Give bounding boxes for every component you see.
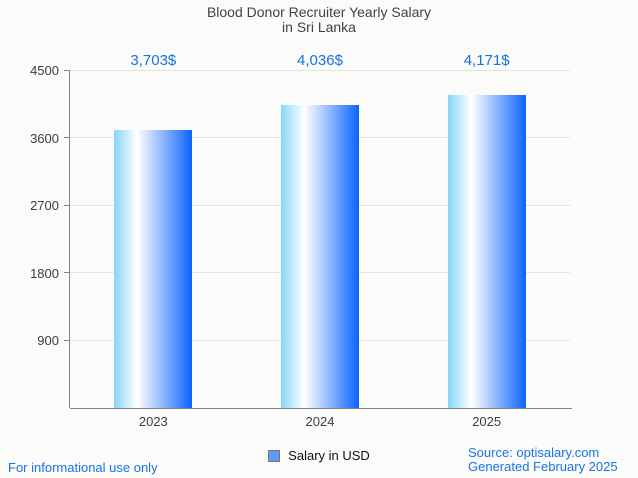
chart-title-line1: Blood Donor Recruiter Yearly Salary — [206, 4, 432, 20]
y-axis-line — [69, 70, 70, 408]
footer-source-block: Source: optisalary.com Generated Februar… — [468, 446, 618, 474]
y-axis-tick — [64, 69, 70, 71]
generated-date: Generated February 2025 — [468, 459, 618, 474]
bar[interactable] — [281, 104, 359, 408]
y-axis-label: 3600 — [30, 130, 59, 146]
bar-value-label: 4,171$ — [463, 52, 510, 69]
y-axis-tick — [64, 339, 70, 341]
y-axis-label: 2700 — [30, 198, 59, 214]
gridline — [70, 69, 570, 71]
disclaimer-text: For informational use only — [8, 460, 158, 475]
y-axis-label: 1800 — [30, 265, 59, 281]
x-axis-label: 2025 — [472, 414, 502, 429]
chart-title: Blood Donor Recruiter Yearly Salary in S… — [0, 5, 638, 34]
chart-title-line2: in Sri Lanka — [282, 18, 356, 35]
y-axis-label: 4500 — [30, 63, 59, 78]
y-axis-tick — [64, 204, 70, 206]
y-axis-tick — [64, 137, 70, 139]
bar-value-label: 4,036$ — [297, 52, 343, 69]
x-axis-label: 2023 — [138, 414, 168, 429]
legend-label: Salary in USD — [288, 448, 370, 463]
legend-swatch-icon — [268, 449, 281, 462]
y-axis-tick — [64, 272, 70, 274]
bar[interactable] — [447, 94, 526, 408]
bar-value-label: 3,703$ — [130, 52, 177, 69]
source-link[interactable]: Source: optisalary.com — [468, 445, 600, 460]
y-axis-label: 900 — [37, 333, 59, 349]
legend: Salary in USD — [0, 448, 638, 463]
x-axis-label: 2024 — [305, 414, 335, 429]
x-axis-line — [70, 408, 572, 409]
bar[interactable] — [114, 129, 193, 408]
